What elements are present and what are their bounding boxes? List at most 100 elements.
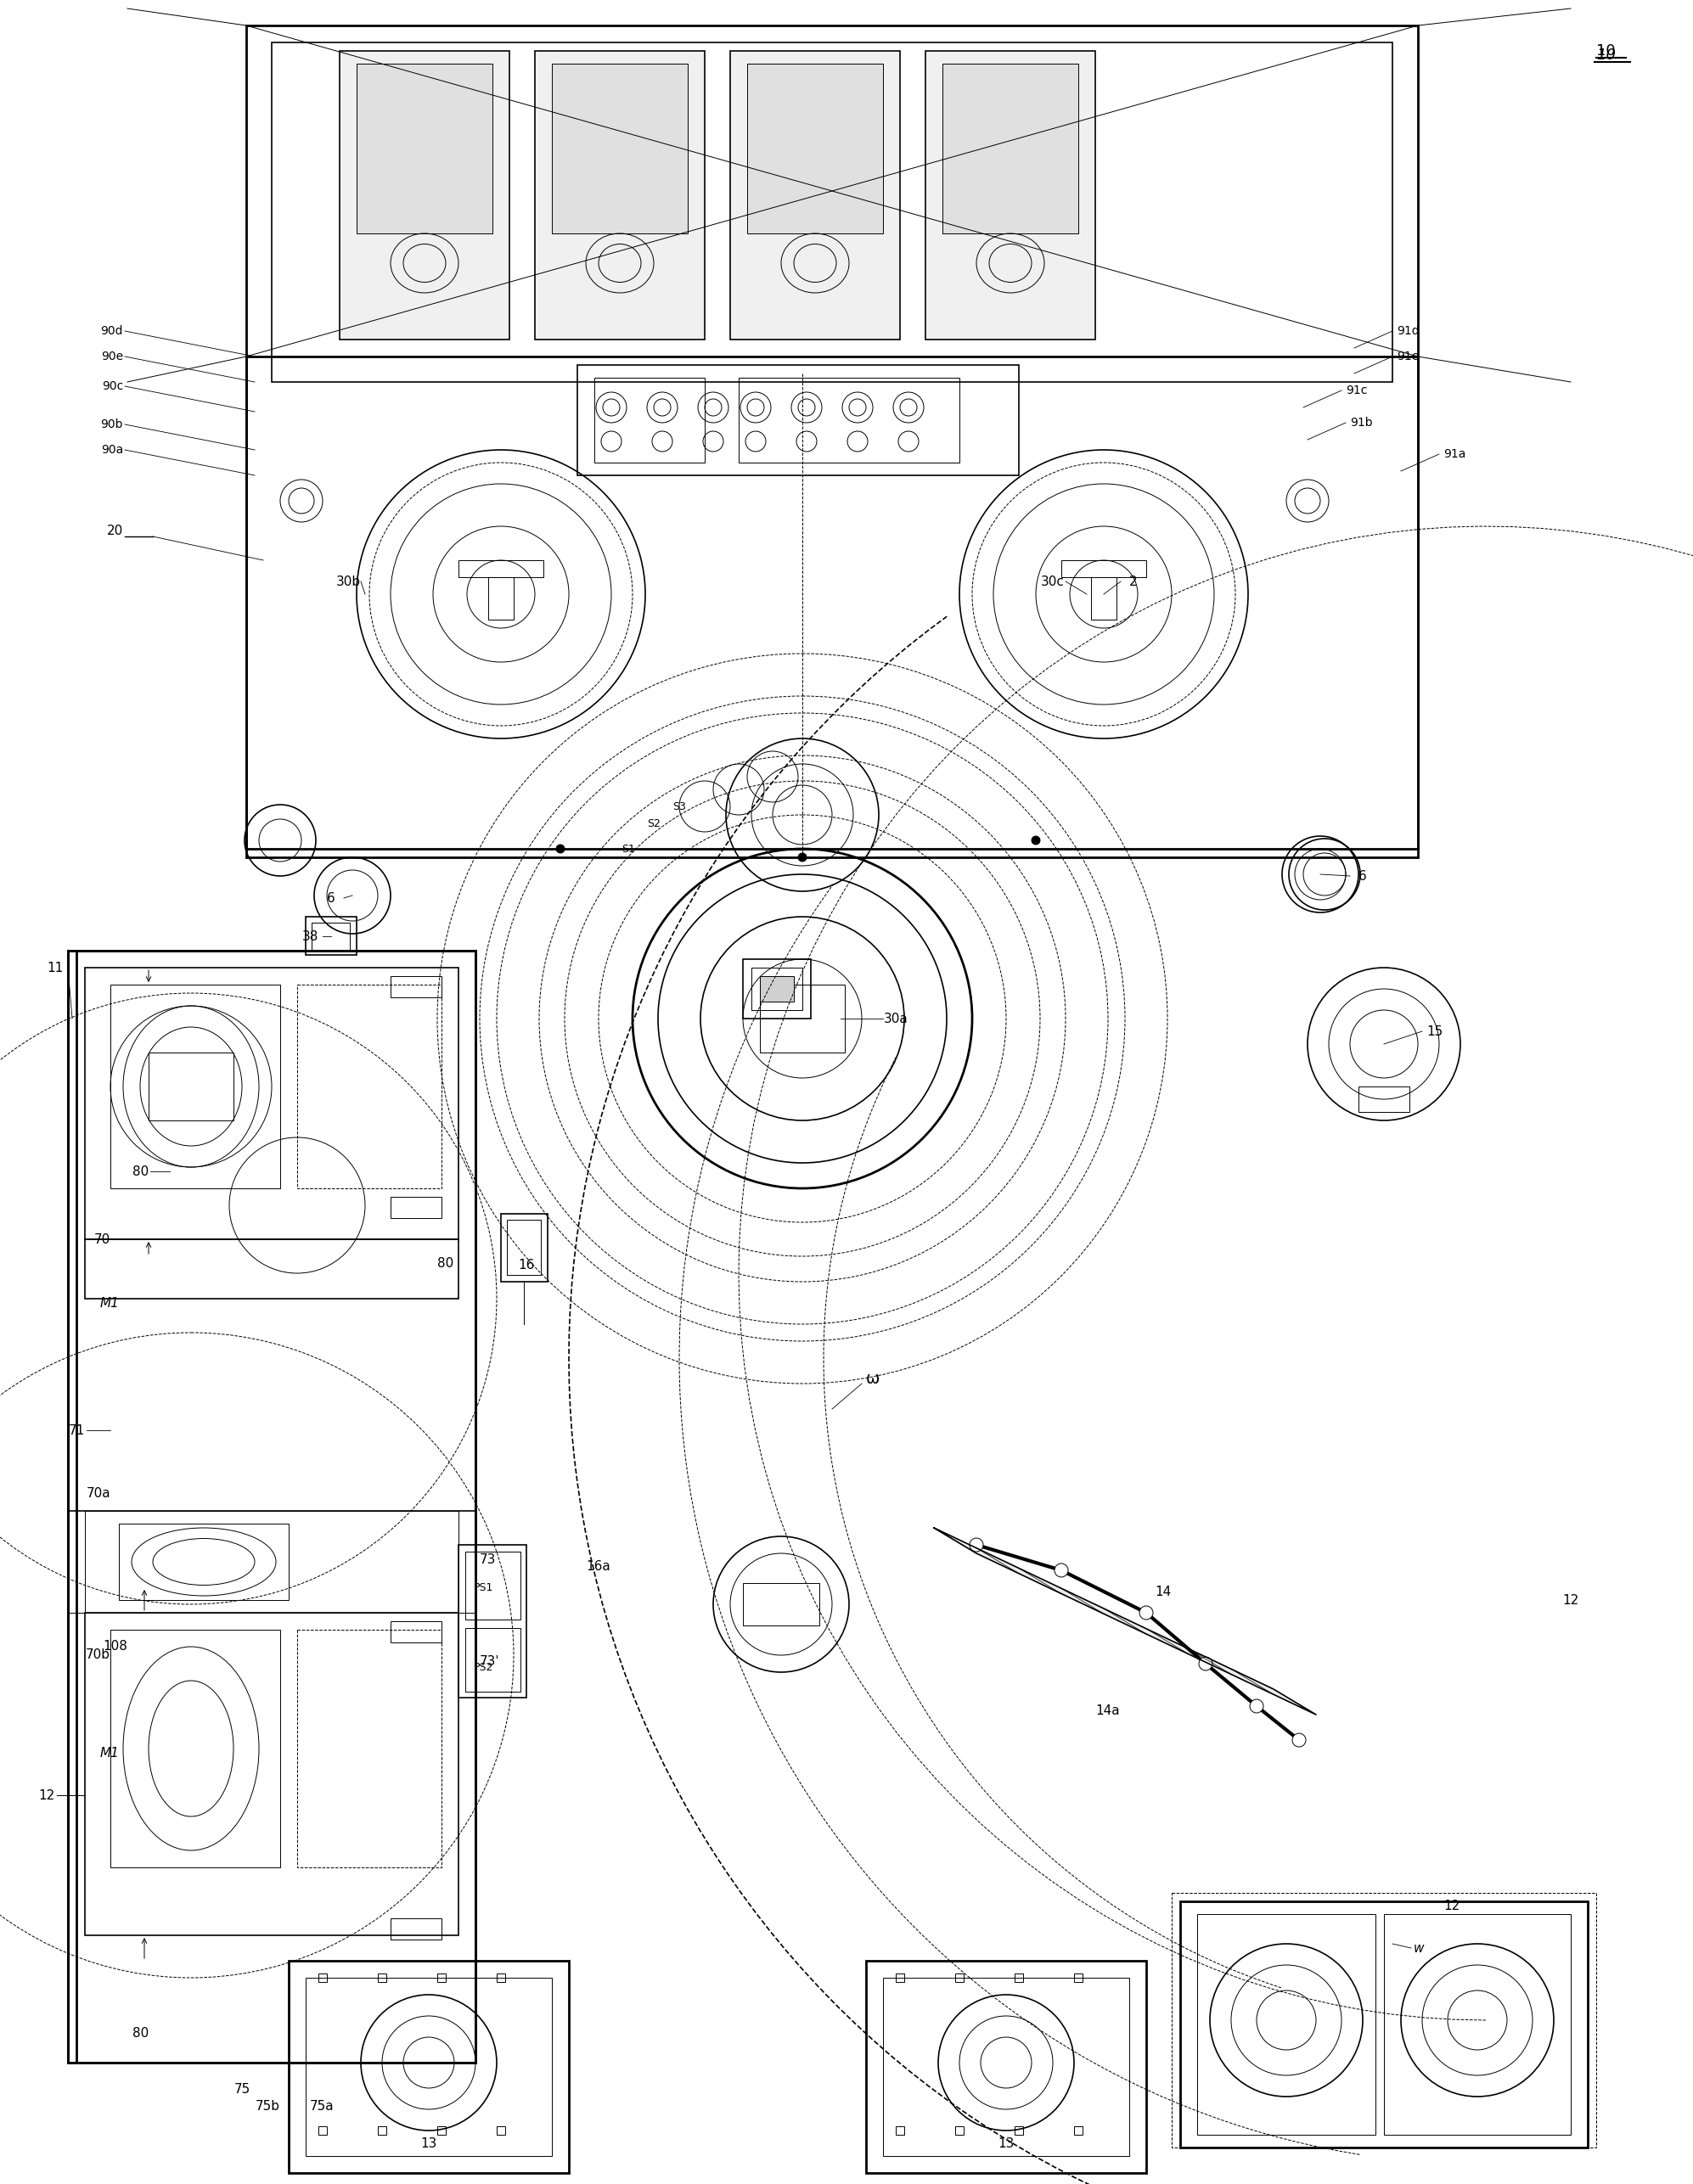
Bar [896,1974,904,1983]
Bar [391,1197,442,1219]
Bar [1073,2127,1082,2134]
Text: 14a: 14a [1095,1704,1119,1717]
Text: 71: 71 [68,1424,85,1437]
Bar [271,41,1392,382]
Bar [1358,1085,1409,1112]
Text: 90b: 90b [100,419,124,430]
Bar [119,1524,290,1601]
Bar [110,1629,279,1867]
Bar [357,63,493,234]
Text: 75: 75 [234,2084,251,2097]
Bar [594,378,704,463]
Bar [378,1974,386,1983]
Bar [496,1974,505,1983]
Circle shape [1199,1658,1212,1671]
Circle shape [1031,836,1040,845]
Text: 12: 12 [1563,1594,1578,1607]
Text: 20: 20 [107,524,124,537]
Bar [1014,1974,1023,1983]
Bar [884,1979,1129,2156]
Bar [552,63,687,234]
Bar [466,1551,520,1621]
Bar [466,1627,520,1693]
Text: 75b: 75b [256,2101,279,2114]
Text: 90e: 90e [102,352,124,363]
Text: 11: 11 [47,961,63,974]
Text: 12: 12 [39,1789,56,1802]
Bar [437,2127,445,2134]
Bar [85,1238,459,1299]
Bar [1180,1902,1588,2147]
Bar [743,959,811,1018]
Circle shape [1055,1564,1068,1577]
Polygon shape [935,1529,1315,1714]
Bar [245,356,1419,850]
Text: ω: ω [867,1372,880,1387]
Bar [1197,1913,1375,2134]
Circle shape [970,1538,984,1551]
Bar [459,561,543,577]
Text: 80: 80 [132,2027,149,2040]
Bar [738,378,960,463]
Text: 38: 38 [301,930,318,943]
Text: 70a: 70a [86,1487,110,1500]
Text: 75a: 75a [310,2101,334,2114]
Text: 15: 15 [1427,1024,1442,1037]
Bar [1383,1913,1571,2134]
Bar [747,63,884,234]
Text: 10: 10 [1596,44,1615,59]
Text: 73: 73 [479,1553,496,1566]
Text: 12: 12 [1444,1900,1459,1911]
Bar [378,2127,386,2134]
Bar [760,985,845,1053]
Bar [85,1612,459,1935]
Bar [1172,1894,1596,2147]
Circle shape [1139,1605,1153,1621]
Circle shape [797,854,806,860]
Bar [752,968,802,1009]
Bar [506,1219,540,1275]
Bar [68,950,476,2062]
Bar [867,1961,1146,2173]
Text: 80: 80 [132,1164,149,1177]
Bar [1090,577,1116,620]
Text: PS1: PS1 [474,1581,494,1592]
Bar [391,1918,442,1939]
Text: 73': 73' [479,1655,499,1669]
Bar [306,917,357,954]
Circle shape [1292,1734,1305,1747]
Bar [926,50,1095,339]
Text: 90d: 90d [100,325,124,336]
Text: 30b: 30b [335,574,361,587]
Text: 91c: 91c [1346,384,1368,397]
Text: 2: 2 [1129,574,1138,587]
Bar [110,985,279,1188]
Bar [340,50,510,339]
Text: 30a: 30a [884,1011,907,1024]
Bar [298,985,442,1188]
Bar [68,950,476,2062]
Bar [743,1583,819,1625]
Text: 108: 108 [103,1640,127,1653]
Bar [245,26,1419,858]
Text: 16a: 16a [586,1559,609,1572]
Bar [760,976,794,1002]
Text: 13: 13 [420,2136,437,2149]
Bar [391,976,442,998]
Text: 70b: 70b [86,1649,110,1662]
Bar [535,50,704,339]
Text: 91b: 91b [1349,417,1373,428]
Text: M1: M1 [100,1297,119,1308]
Text: 16: 16 [518,1258,535,1271]
Bar [1062,561,1146,577]
Text: 10: 10 [1596,48,1615,63]
Text: 6: 6 [327,891,335,904]
Bar [312,922,350,950]
Bar [68,950,76,2062]
Bar [501,1214,547,1282]
Bar [730,50,901,339]
Bar [459,1544,527,1697]
Bar [1014,2127,1023,2134]
Circle shape [555,845,565,854]
Text: 91a: 91a [1444,448,1466,461]
